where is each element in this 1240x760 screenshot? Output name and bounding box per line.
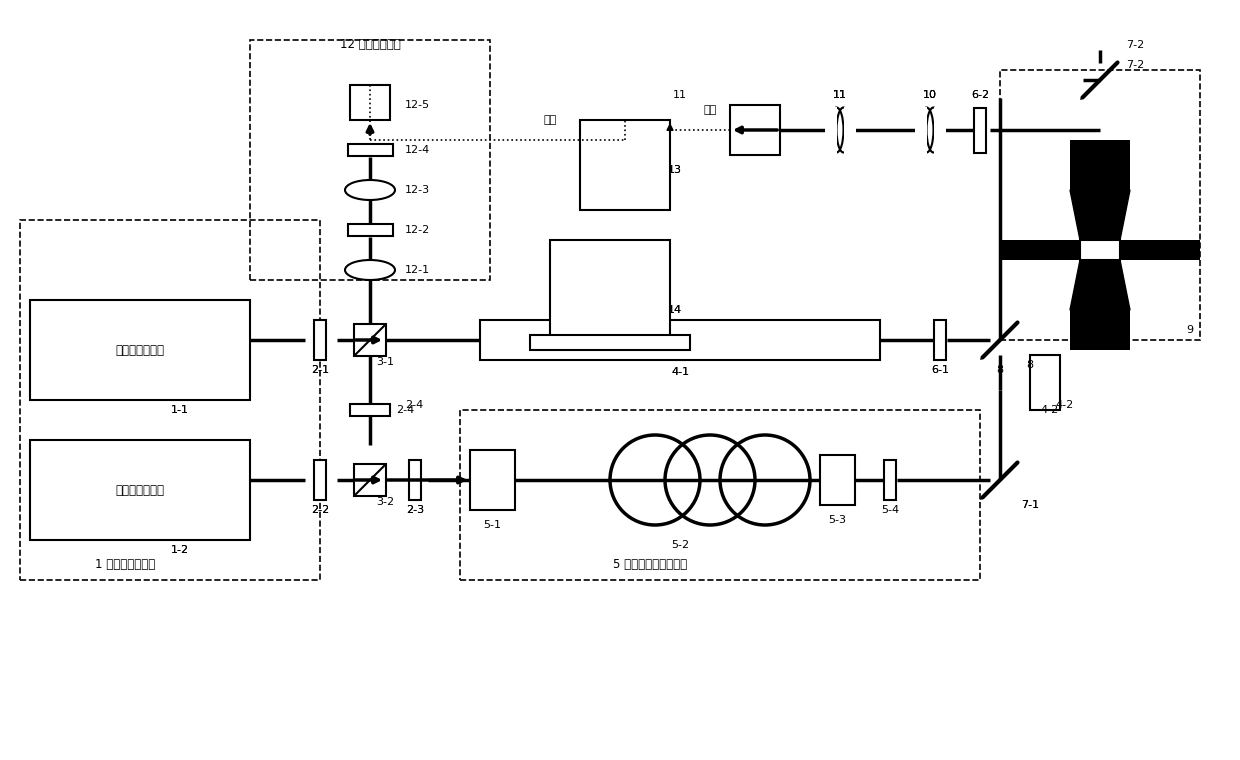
Bar <box>314 320 326 360</box>
Text: 4-1: 4-1 <box>671 367 689 377</box>
Text: 2-3: 2-3 <box>405 505 424 515</box>
Bar <box>350 404 391 416</box>
Bar <box>1030 355 1060 410</box>
Bar <box>884 460 897 500</box>
Bar <box>460 410 980 580</box>
Text: 13: 13 <box>668 165 682 175</box>
Text: 2-1: 2-1 <box>311 365 329 375</box>
Text: 12-1: 12-1 <box>405 265 430 275</box>
Text: 第二光频梳光源: 第二光频梳光源 <box>115 483 165 496</box>
Bar <box>529 335 689 350</box>
Bar <box>314 460 326 500</box>
Bar <box>820 455 856 505</box>
Bar <box>347 224 393 236</box>
Text: 10: 10 <box>923 90 937 100</box>
Bar <box>999 70 1200 340</box>
Text: 2-4: 2-4 <box>396 405 414 415</box>
Text: 10: 10 <box>923 90 937 100</box>
Text: 1-1: 1-1 <box>171 405 188 415</box>
Bar <box>1070 140 1130 190</box>
Text: 1-1: 1-1 <box>171 405 188 415</box>
Text: 5-2: 5-2 <box>671 540 689 550</box>
Text: 12-3: 12-3 <box>405 185 430 195</box>
Text: 7-1: 7-1 <box>1021 500 1039 510</box>
Bar <box>470 450 515 510</box>
Text: 6-2: 6-2 <box>971 90 990 100</box>
Text: 11: 11 <box>833 90 847 100</box>
Text: 12-4: 12-4 <box>405 145 430 155</box>
Text: 5 斯托克斯光生成模块: 5 斯托克斯光生成模块 <box>613 559 687 572</box>
Bar <box>30 300 250 400</box>
Bar <box>350 85 391 120</box>
Text: 2-3: 2-3 <box>405 505 424 515</box>
Text: 8: 8 <box>1027 360 1034 370</box>
Polygon shape <box>1070 260 1130 310</box>
Bar <box>347 144 393 156</box>
Text: 触发: 触发 <box>543 115 557 125</box>
Bar <box>1070 310 1130 350</box>
Text: 13: 13 <box>668 165 682 175</box>
Text: 5-3: 5-3 <box>828 515 847 525</box>
Bar <box>353 464 386 496</box>
Bar <box>353 324 386 356</box>
Text: 11: 11 <box>833 90 847 100</box>
Bar <box>1080 240 1120 260</box>
Text: 12-5: 12-5 <box>405 100 430 110</box>
Text: 第一光频梳光源: 第一光频梳光源 <box>115 344 165 356</box>
Text: 1 双光梳光源模块: 1 双光梳光源模块 <box>95 559 155 572</box>
Bar <box>409 460 422 500</box>
Text: 2-2: 2-2 <box>311 505 329 515</box>
Text: 4-1: 4-1 <box>671 367 689 377</box>
Text: 9: 9 <box>1187 325 1194 335</box>
Text: 10: 10 <box>923 90 937 100</box>
Bar <box>30 440 250 540</box>
Text: 7-2: 7-2 <box>1126 60 1145 70</box>
Text: 2-4: 2-4 <box>405 400 423 410</box>
Bar <box>20 220 320 580</box>
Bar <box>250 40 490 280</box>
Text: 7-2: 7-2 <box>1126 40 1145 50</box>
Text: 2-2: 2-2 <box>311 505 329 515</box>
Text: 12-2: 12-2 <box>405 225 430 235</box>
Text: 6-1: 6-1 <box>931 365 949 375</box>
Bar <box>934 106 945 154</box>
Text: 1-2: 1-2 <box>171 545 188 555</box>
Text: 1-2: 1-2 <box>171 545 188 555</box>
Text: 4-2: 4-2 <box>1040 405 1058 415</box>
Text: 12 采样触发模块: 12 采样触发模块 <box>340 39 401 52</box>
Polygon shape <box>1070 190 1130 240</box>
Bar <box>580 120 670 210</box>
Bar <box>999 240 1200 260</box>
Text: 5-1: 5-1 <box>484 520 501 530</box>
Bar <box>934 320 946 360</box>
Text: 6-2: 6-2 <box>971 90 990 100</box>
Bar <box>480 320 880 360</box>
Text: 8: 8 <box>997 365 1003 375</box>
Text: 11: 11 <box>673 90 687 100</box>
Text: 11: 11 <box>833 90 847 100</box>
Text: 5-4: 5-4 <box>880 505 899 515</box>
Text: 3-2: 3-2 <box>376 497 394 507</box>
Bar <box>915 106 928 154</box>
Text: 11: 11 <box>833 90 847 100</box>
Text: 7-1: 7-1 <box>1021 500 1039 510</box>
Text: 2-1: 2-1 <box>311 365 329 375</box>
Bar <box>551 240 670 340</box>
Bar <box>825 106 837 154</box>
Bar <box>973 107 986 153</box>
Text: 4-2: 4-2 <box>1056 400 1074 410</box>
Text: 3-1: 3-1 <box>376 357 394 367</box>
Text: 6-1: 6-1 <box>931 365 949 375</box>
Bar <box>843 106 856 154</box>
Text: 14: 14 <box>668 305 682 315</box>
Bar <box>730 105 780 155</box>
Text: 信号: 信号 <box>703 105 717 115</box>
Text: 14: 14 <box>668 305 682 315</box>
